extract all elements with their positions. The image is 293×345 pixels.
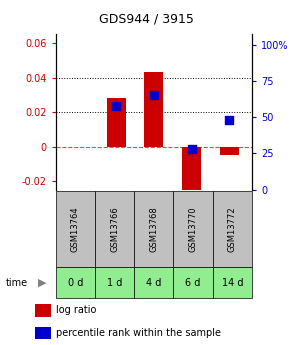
Bar <box>95 191 134 267</box>
Text: log ratio: log ratio <box>56 305 96 315</box>
Text: GSM13766: GSM13766 <box>110 207 119 252</box>
Text: GSM13768: GSM13768 <box>149 207 158 252</box>
Text: GSM13770: GSM13770 <box>189 207 197 252</box>
Bar <box>56 191 95 267</box>
Text: GSM13764: GSM13764 <box>71 207 80 252</box>
Bar <box>213 267 252 298</box>
Text: GSM13772: GSM13772 <box>228 207 237 252</box>
Bar <box>35 327 51 339</box>
Text: time: time <box>6 278 28 288</box>
Bar <box>107 98 125 147</box>
Text: percentile rank within the sample: percentile rank within the sample <box>56 328 221 337</box>
Text: ▶: ▶ <box>38 278 47 288</box>
Bar <box>35 304 51 317</box>
Text: 1 d: 1 d <box>107 278 122 288</box>
Text: 0 d: 0 d <box>68 278 83 288</box>
Point <box>151 93 156 98</box>
Text: 6 d: 6 d <box>185 278 201 288</box>
Bar <box>95 267 134 298</box>
Point <box>189 146 194 152</box>
Bar <box>213 191 252 267</box>
Bar <box>134 267 173 298</box>
Text: 14 d: 14 d <box>222 278 243 288</box>
Bar <box>134 191 173 267</box>
Text: GDS944 / 3915: GDS944 / 3915 <box>99 12 194 25</box>
Text: 4 d: 4 d <box>146 278 161 288</box>
Point <box>114 103 118 108</box>
Point <box>227 117 232 123</box>
Bar <box>220 147 239 155</box>
Bar <box>144 72 163 147</box>
Bar <box>56 267 95 298</box>
Bar <box>173 267 213 298</box>
Bar <box>173 191 213 267</box>
Bar <box>182 147 201 195</box>
